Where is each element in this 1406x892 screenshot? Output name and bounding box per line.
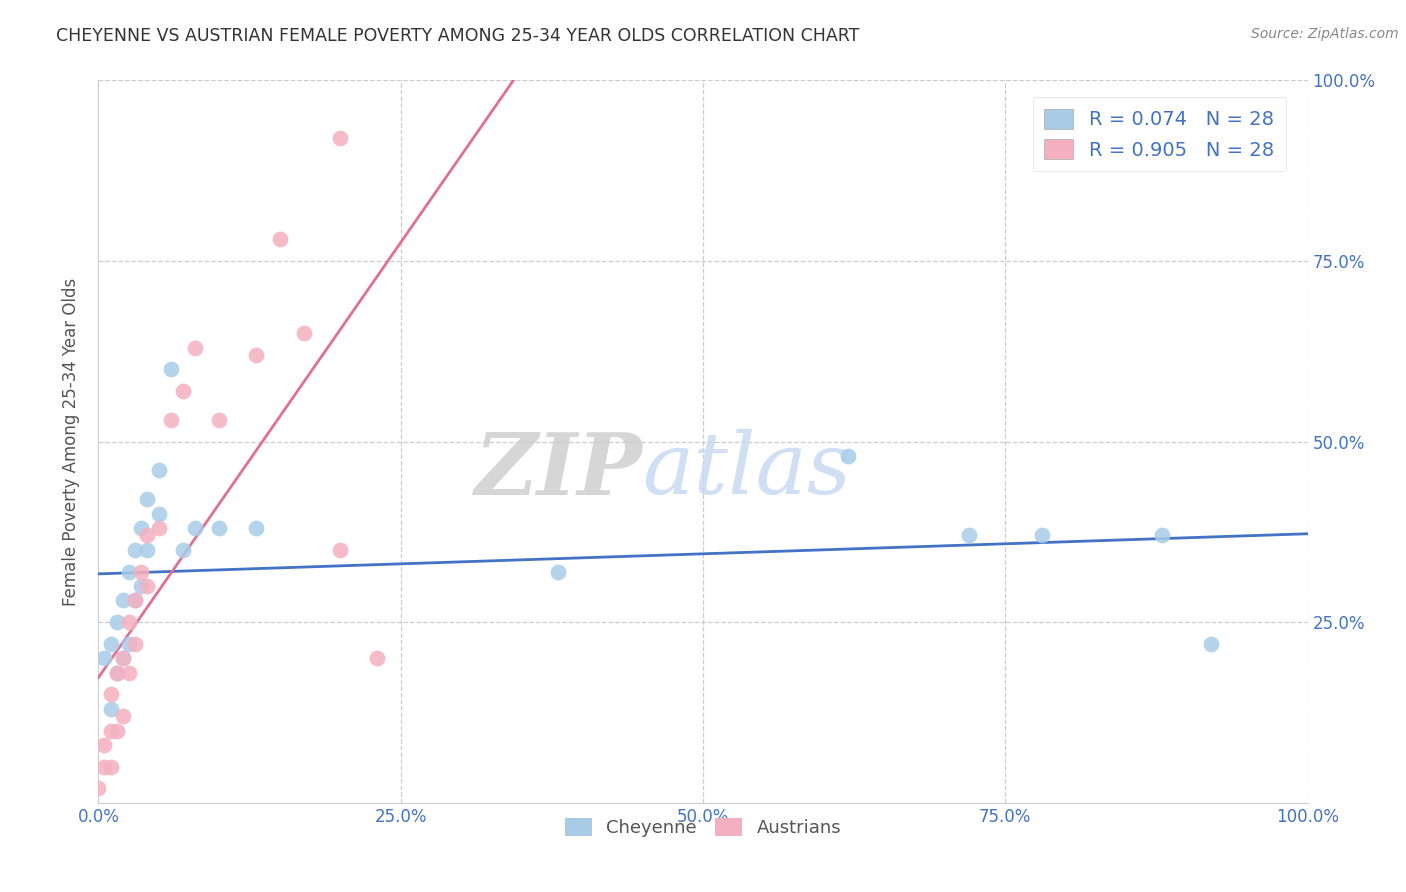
Point — [160, 362, 183, 376]
Point — [93, 738, 115, 752]
Point — [105, 665, 128, 680]
Point — [105, 665, 128, 680]
Point — [100, 723, 122, 738]
Point — [100, 687, 122, 701]
Point — [111, 593, 134, 607]
Point — [172, 542, 194, 557]
Point — [129, 565, 152, 579]
Point — [87, 781, 110, 796]
Point — [148, 521, 170, 535]
Point — [269, 232, 291, 246]
Point — [148, 463, 170, 477]
Point — [111, 651, 134, 665]
Point — [124, 593, 146, 607]
Point — [1199, 637, 1222, 651]
Point — [129, 579, 152, 593]
Point — [1031, 528, 1053, 542]
Point — [118, 665, 141, 680]
Point — [118, 615, 141, 630]
Text: ZIP: ZIP — [475, 429, 643, 512]
Point — [118, 565, 141, 579]
Point — [93, 760, 115, 774]
Point — [135, 542, 157, 557]
Point — [111, 651, 134, 665]
Point — [366, 651, 388, 665]
Text: atlas: atlas — [643, 429, 852, 512]
Point — [111, 709, 134, 723]
Y-axis label: Female Poverty Among 25-34 Year Olds: Female Poverty Among 25-34 Year Olds — [62, 277, 80, 606]
Point — [292, 326, 315, 340]
Point — [329, 131, 352, 145]
Point — [100, 637, 122, 651]
Legend: Cheyenne, Austrians: Cheyenne, Austrians — [558, 811, 848, 845]
Point — [100, 702, 122, 716]
Point — [100, 760, 122, 774]
Point — [837, 449, 859, 463]
Point — [184, 521, 207, 535]
Point — [93, 651, 115, 665]
Point — [957, 528, 980, 542]
Point — [124, 542, 146, 557]
Point — [135, 528, 157, 542]
Point — [184, 341, 207, 355]
Point — [208, 413, 231, 427]
Point — [208, 521, 231, 535]
Point — [105, 723, 128, 738]
Point — [129, 521, 152, 535]
Point — [1152, 528, 1174, 542]
Point — [118, 637, 141, 651]
Point — [245, 521, 267, 535]
Text: CHEYENNE VS AUSTRIAN FEMALE POVERTY AMONG 25-34 YEAR OLDS CORRELATION CHART: CHEYENNE VS AUSTRIAN FEMALE POVERTY AMON… — [56, 27, 859, 45]
Point — [135, 492, 157, 507]
Point — [172, 384, 194, 398]
Point — [124, 593, 146, 607]
Point — [329, 542, 352, 557]
Point — [135, 579, 157, 593]
Point — [124, 637, 146, 651]
Point — [160, 413, 183, 427]
Point — [245, 348, 267, 362]
Point — [105, 615, 128, 630]
Point — [547, 565, 569, 579]
Point — [148, 507, 170, 521]
Text: Source: ZipAtlas.com: Source: ZipAtlas.com — [1251, 27, 1399, 41]
